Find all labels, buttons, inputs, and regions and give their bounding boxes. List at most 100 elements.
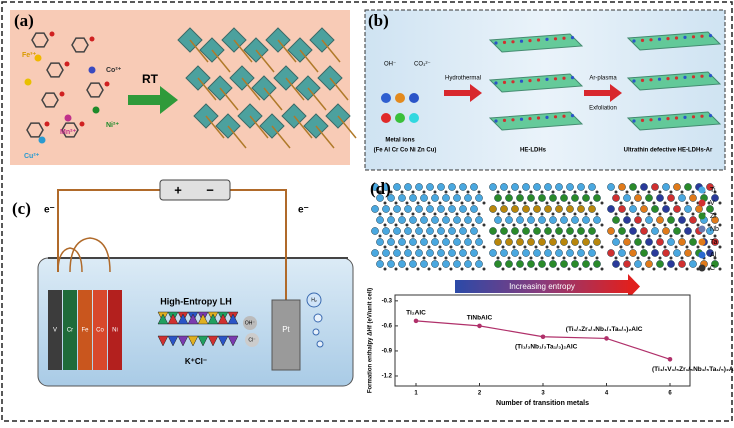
- layer-atom: [494, 81, 498, 85]
- x-tick-label: 1: [414, 391, 418, 397]
- layer-atom: [683, 75, 687, 79]
- y-tick-label: -0.9: [382, 349, 393, 355]
- layer-atom: [666, 37, 670, 41]
- layer-atom: [511, 118, 515, 122]
- plot-frame: [394, 294, 691, 387]
- lattice-atom: [684, 205, 692, 213]
- lattice-atom: [477, 190, 481, 194]
- lattice-atom: [556, 201, 560, 205]
- lattice-atom: [625, 234, 629, 238]
- layer-atom: [528, 39, 532, 43]
- linker: [241, 77, 261, 101]
- lattice-atom: [600, 245, 604, 249]
- lattice-atom: [573, 256, 577, 260]
- lattice-atom: [455, 212, 459, 216]
- lattice-atom: [416, 245, 420, 249]
- lattice-atom: [449, 223, 453, 227]
- lattice-atom: [433, 256, 437, 260]
- lattice-atom: [437, 205, 445, 213]
- lattice-atom: [589, 201, 593, 205]
- legend-label: Ta: [710, 239, 718, 246]
- lattice-atom: [475, 238, 483, 246]
- lattice-atom: [433, 234, 437, 238]
- lattice-atom: [522, 249, 530, 257]
- legend-marker: [698, 225, 706, 233]
- lattice-atom: [623, 216, 631, 224]
- lattice-atom: [505, 260, 513, 268]
- lattice-atom: [640, 183, 648, 191]
- lattice-atom: [674, 267, 678, 271]
- lattice-atom: [652, 201, 656, 205]
- lattice-atom: [656, 216, 664, 224]
- lattice-atom: [567, 267, 571, 271]
- lattice-atom: [669, 190, 673, 194]
- lattice-atom: [684, 183, 692, 191]
- lattice-atom: [544, 183, 552, 191]
- lattice-atom: [382, 227, 390, 235]
- ring: [41, 92, 59, 108]
- linker: [189, 39, 209, 63]
- lattice-atom: [562, 190, 566, 194]
- lattice-atom: [685, 223, 689, 227]
- caption: Ultrathin defective HE-LDHs-Ar: [624, 148, 713, 154]
- lattice-atom: [618, 249, 626, 257]
- lattice-atom: [477, 234, 481, 238]
- ion-bubble: [245, 333, 259, 347]
- lattice-atom: [444, 234, 448, 238]
- y-tick-label: -1.2: [382, 374, 393, 380]
- lattice-atom: [466, 212, 470, 216]
- lattice-atom: [529, 256, 533, 260]
- lattice-atom: [582, 216, 590, 224]
- lattice-atom: [667, 216, 675, 224]
- lattice-atom: [444, 190, 448, 194]
- lattice-atom: [718, 223, 722, 227]
- lattice-atom: [641, 245, 645, 249]
- lattice-atom: [383, 201, 387, 205]
- lattice-atom: [471, 245, 475, 249]
- lattice-atom: [588, 183, 596, 191]
- lattice-atom: [420, 260, 428, 268]
- layer-atom: [708, 34, 713, 38]
- lattice-atom: [658, 234, 662, 238]
- lattice-atom: [691, 212, 695, 216]
- lattice-atom: [636, 190, 640, 194]
- lattice-atom: [634, 216, 642, 224]
- lattice-atom: [496, 234, 500, 238]
- lattice-atom: [393, 249, 401, 257]
- ring: [71, 37, 89, 53]
- lattice-atom: [555, 249, 563, 257]
- lattice-atom: [466, 190, 470, 194]
- point: [604, 336, 609, 341]
- lattice-atom: [612, 216, 620, 224]
- lattice-atom: [669, 256, 673, 260]
- lattice-atom: [448, 183, 456, 191]
- lattice-atom: [662, 205, 670, 213]
- lattice-atom: [663, 201, 667, 205]
- point-label: Ti₂AlC: [406, 310, 426, 317]
- lattice-atom: [444, 212, 448, 216]
- caption: HE-LDHs: [520, 148, 547, 154]
- lattice-atom: [566, 227, 574, 235]
- lattice-atom: [400, 212, 404, 216]
- lattice-atom: [516, 216, 524, 224]
- lattice-atom: [427, 267, 431, 271]
- lattice-atom: [500, 205, 508, 213]
- lattice-atom: [376, 216, 384, 224]
- lattice-atom: [545, 223, 549, 227]
- lattice-atom: [442, 194, 450, 202]
- linker: [329, 77, 349, 101]
- legend-marker: [698, 186, 706, 194]
- crystal-cell: [157, 313, 169, 325]
- ring: [61, 122, 79, 138]
- lattice-atom: [711, 260, 719, 268]
- lattice-atom: [427, 201, 431, 205]
- electron-label: e⁻: [298, 205, 309, 216]
- lattice-atom: [453, 194, 461, 202]
- lattice-atom: [556, 245, 560, 249]
- crystal-cell: [157, 335, 169, 347]
- layer: [626, 111, 722, 131]
- lattice-atom: [566, 249, 574, 257]
- layer-atom: [691, 115, 696, 119]
- lattice-atom: [534, 201, 538, 205]
- lattice-atom: [544, 227, 552, 235]
